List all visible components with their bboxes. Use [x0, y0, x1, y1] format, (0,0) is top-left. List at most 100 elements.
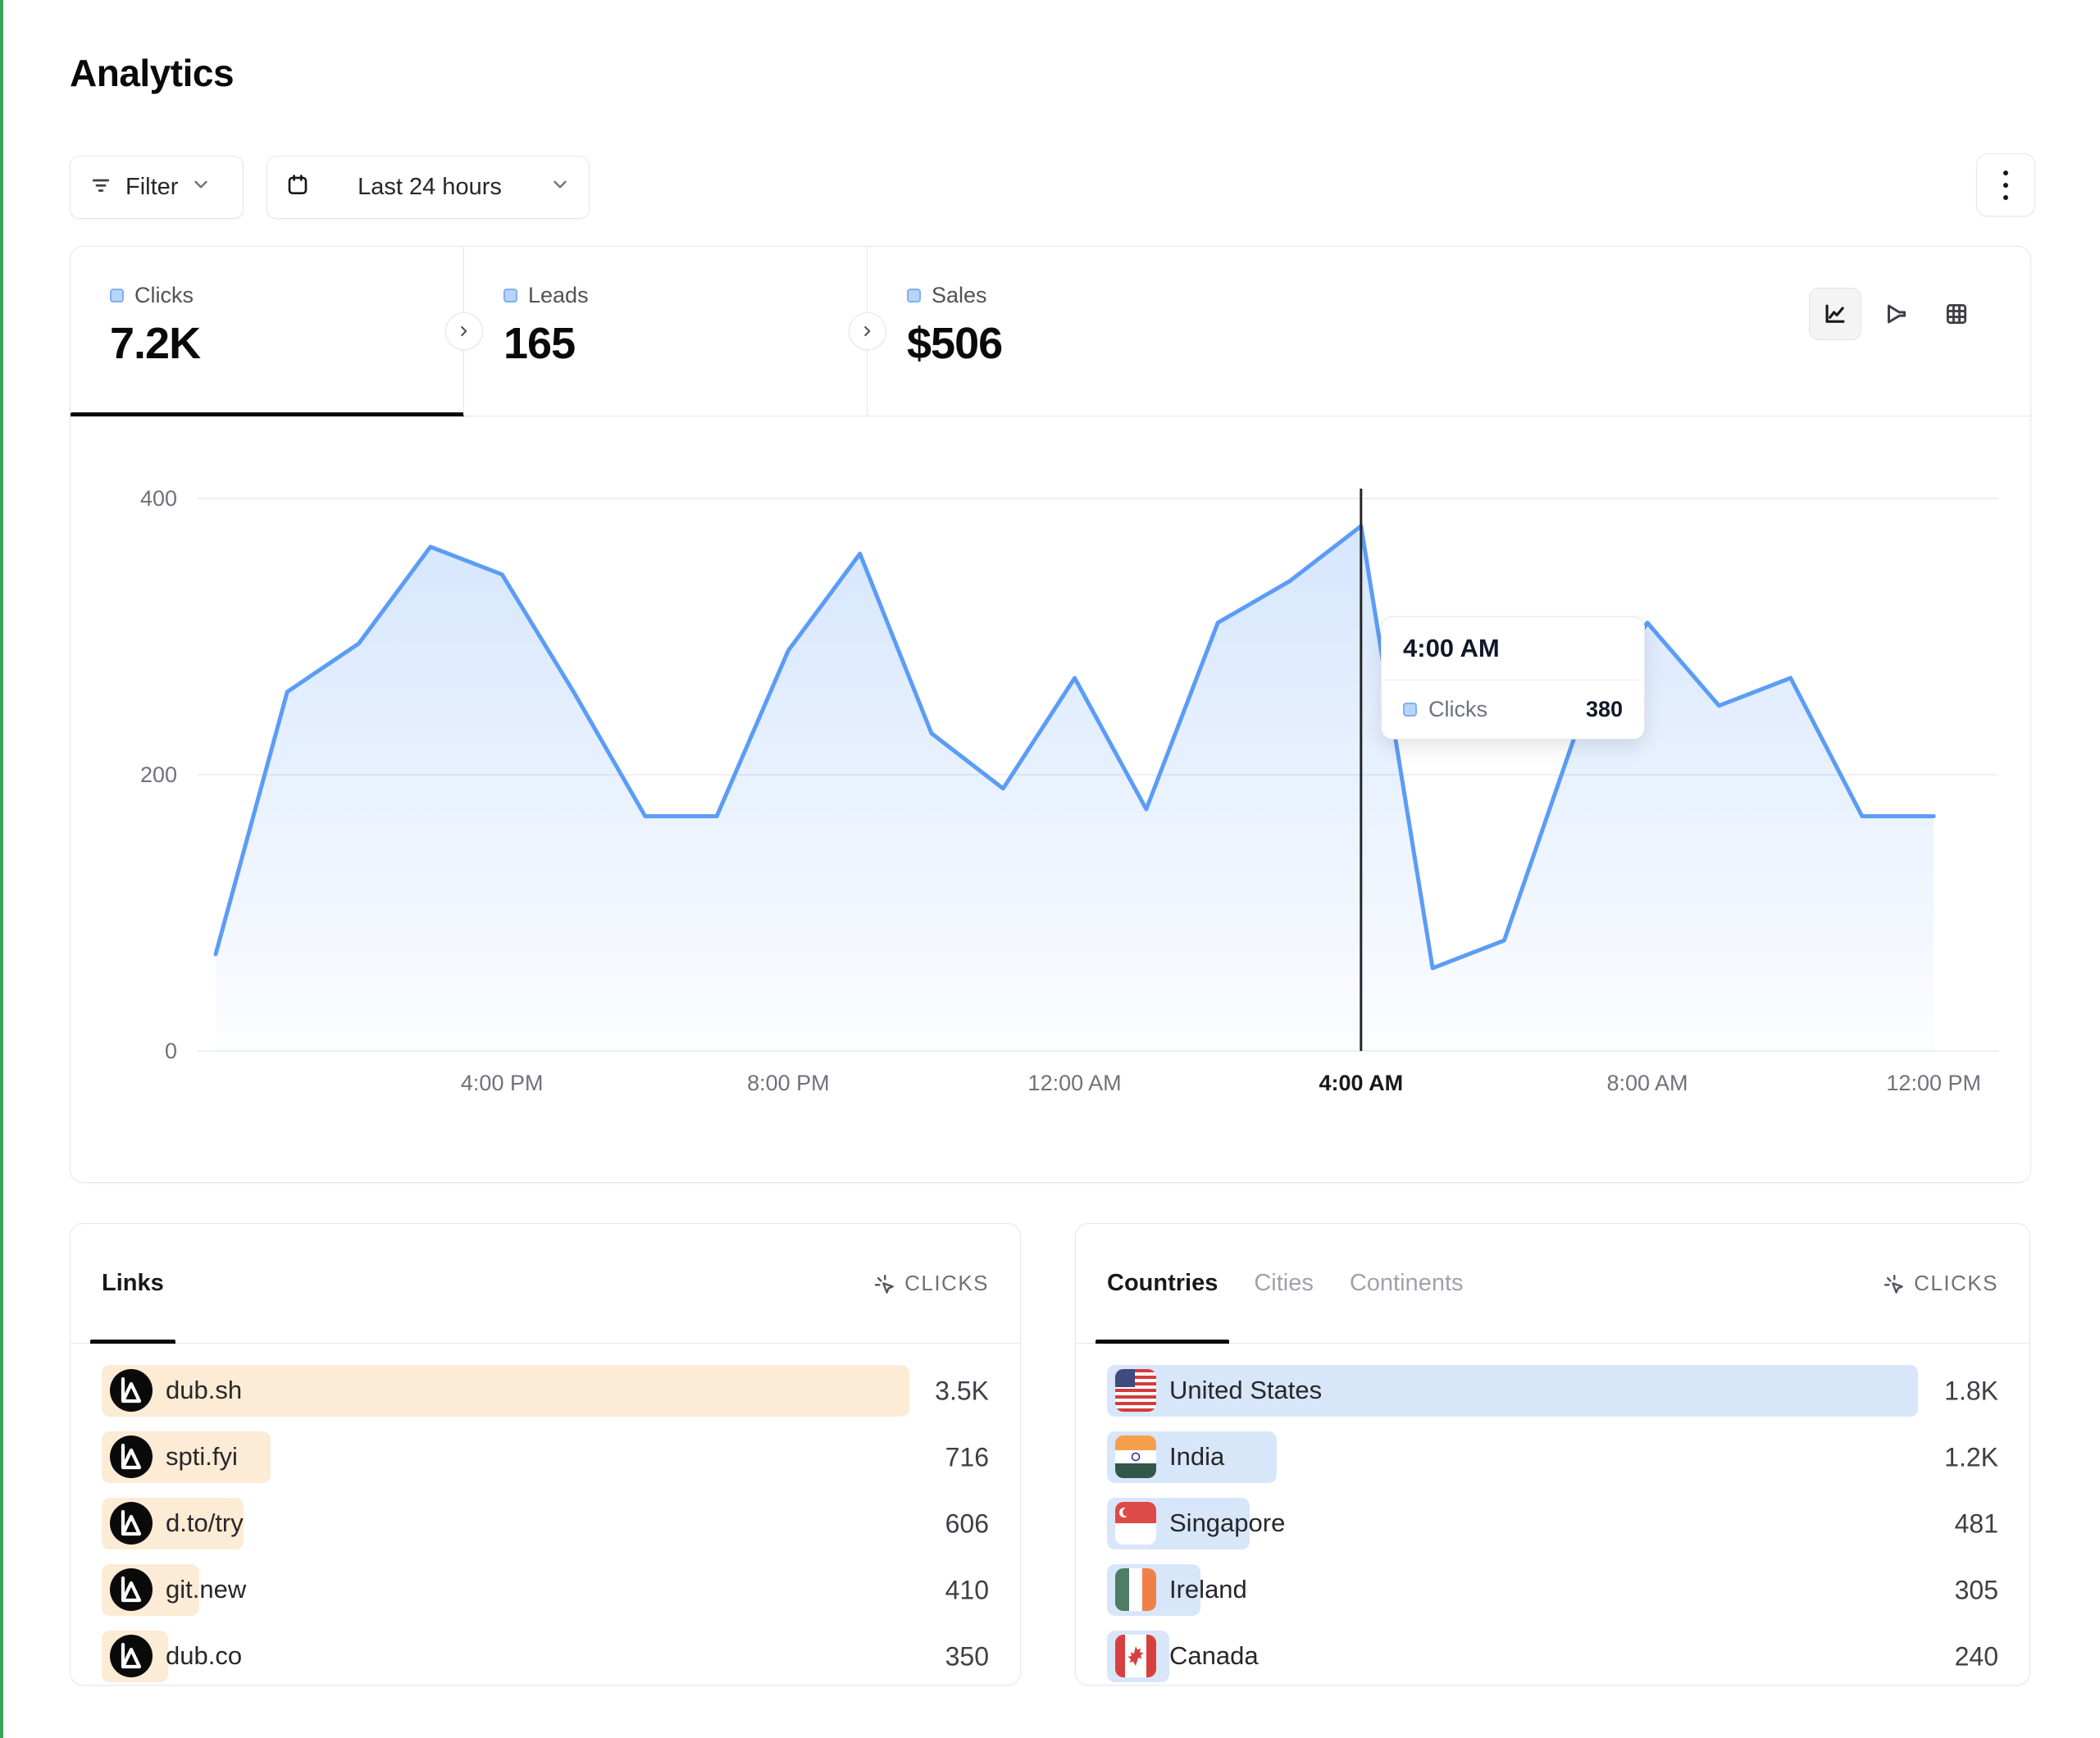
calendar-icon	[285, 172, 310, 203]
row-label: spti.fyi	[166, 1442, 238, 1471]
row-value: 1.2K	[1944, 1442, 1998, 1472]
line-chart-view-button[interactable]	[1809, 288, 1861, 340]
countries-panel: Countries Cities Continents CLICKS United …	[1075, 1223, 2030, 1686]
x-tick-12-00-AM: 12:00 AM	[1028, 1071, 1122, 1095]
links-metric-label: CLICKS	[904, 1271, 989, 1295]
chevron-right-icon	[461, 325, 467, 337]
country-row-canada[interactable]: Canada 240	[1107, 1631, 1998, 1682]
row-label: d.to/try	[166, 1508, 244, 1537]
row-value: 3.5K	[935, 1376, 989, 1405]
more-options-button[interactable]	[1976, 153, 2035, 216]
link-row-dub-co[interactable]: dub.co 350	[102, 1631, 989, 1682]
chart-view-toggle	[1809, 288, 1983, 340]
clicks-line	[213, 524, 1936, 971]
expand-leads-sales-button[interactable]	[849, 312, 886, 350]
y-tick-400: 400	[140, 486, 177, 511]
sg-flag-icon	[1115, 1502, 1156, 1545]
cursor-click-icon	[874, 1274, 894, 1294]
us-flag-icon	[1115, 1369, 1156, 1412]
row-value: 1.8K	[1944, 1376, 1998, 1405]
dub-logo-icon	[110, 1568, 153, 1611]
clicks-legend-icon	[1403, 703, 1417, 717]
country-row-ireland[interactable]: Ireland 305	[1107, 1564, 1998, 1616]
links-panel-header: Links CLICKS	[71, 1224, 1020, 1344]
link-row-spti-fyi[interactable]: spti.fyi 716	[102, 1431, 989, 1483]
link-row-git-new[interactable]: git.new 410	[102, 1564, 989, 1616]
countries-metric-label: CLICKS	[1914, 1271, 1998, 1295]
ca-flag-icon	[1115, 1635, 1156, 1677]
stat-tab-value: $506	[907, 319, 1003, 368]
row-label: Singapore	[1169, 1508, 1286, 1537]
country-row-singapore[interactable]: Singapore 481	[1107, 1498, 1998, 1549]
stat-tab-sales[interactable]: Sales $506	[868, 247, 1294, 416]
row-bar	[1107, 1365, 1919, 1417]
leads-legend-icon	[503, 289, 517, 303]
row-value: 716	[945, 1442, 989, 1472]
dub-logo-icon	[110, 1635, 153, 1677]
chevron-down-icon	[190, 174, 212, 202]
country-row-india[interactable]: India 1.2K	[1107, 1431, 1998, 1483]
row-label: India	[1169, 1442, 1225, 1471]
countries-rows: United States 1.8K India 1.2K Singapore 481 Ir…	[1076, 1344, 2029, 1682]
x-tick-4-00-PM: 4:00 PM	[461, 1071, 544, 1095]
left-edge-stripe	[0, 0, 3, 1738]
row-label: dub.sh	[166, 1376, 243, 1404]
filter-icon	[89, 172, 113, 203]
date-range-label: Last 24 hours	[358, 174, 502, 200]
links-metric-selector[interactable]: CLICKS	[872, 1271, 989, 1296]
stat-tab-leads[interactable]: Leads 165	[464, 247, 868, 416]
filter-button-label: Filter	[125, 174, 179, 200]
row-value: 240	[1954, 1641, 1998, 1671]
line-chart-icon	[1825, 304, 1845, 323]
clicks-area-chart[interactable]: 0 200 400 4:00 PM 8:00 PM 12:00 AM 4:00 AM 8:00…	[71, 416, 2032, 1184]
funnel-view-button[interactable]	[1870, 288, 1922, 340]
sales-legend-icon	[907, 289, 921, 303]
row-bar	[102, 1365, 909, 1417]
link-row-d-to-try[interactable]: d.to/try 606	[102, 1498, 989, 1549]
row-label: Canada	[1169, 1641, 1259, 1670]
row-value: 410	[945, 1575, 989, 1604]
analytics-card: Clicks 7.2K Leads 165 Sales $506 0 200 400 4:00 …	[70, 246, 2031, 1183]
chart-tooltip: 4:00 AM Clicks 380	[1381, 616, 1645, 739]
countries-metric-selector[interactable]: CLICKS	[1881, 1271, 1998, 1296]
cursor-click-icon	[1884, 1274, 1903, 1294]
table-view-button[interactable]	[1930, 288, 1983, 340]
x-tick-12-00-PM: 12:00 PM	[1886, 1071, 1981, 1095]
tab-continents[interactable]: Continents	[1349, 1270, 1464, 1296]
page-title: Analytics	[70, 52, 235, 94]
filter-button[interactable]: Filter	[70, 156, 244, 219]
date-range-button[interactable]: Last 24 hours	[266, 156, 590, 219]
tooltip-value: 380	[1585, 697, 1623, 721]
tab-cities[interactable]: Cities	[1254, 1270, 1314, 1296]
links-rows: dub.sh 3.5K spti.fyi 716 d.to/try 606 git.new 4…	[71, 1344, 1020, 1682]
x-tick-4-00-AM: 4:00 AM	[1319, 1071, 1404, 1095]
countries-panel-header: Countries Cities Continents CLICKS	[1076, 1224, 2029, 1344]
x-tick-8-00-PM: 8:00 PM	[747, 1071, 830, 1095]
funnel-icon	[1888, 304, 1906, 324]
country-row-united-states[interactable]: United States 1.8K	[1107, 1365, 1998, 1417]
row-label: Ireland	[1169, 1575, 1247, 1604]
area-fill	[216, 525, 1934, 1051]
tab-countries[interactable]: Countries	[1095, 1224, 1230, 1344]
row-value: 481	[1954, 1508, 1998, 1538]
row-label: dub.co	[166, 1641, 243, 1670]
x-tick-8-00-AM: 8:00 AM	[1606, 1071, 1688, 1095]
dub-logo-icon	[110, 1369, 153, 1412]
stat-tab-label: Leads	[528, 283, 589, 307]
stat-tab-clicks[interactable]: Clicks 7.2K	[71, 247, 464, 416]
stat-tab-value: 7.2K	[110, 319, 201, 368]
stat-tab-label: Clicks	[134, 283, 194, 307]
expand-clicks-leads-button[interactable]	[445, 312, 483, 350]
in-flag-icon	[1115, 1435, 1156, 1478]
row-label: United States	[1169, 1376, 1323, 1404]
stat-tab-value: 165	[503, 319, 576, 368]
tooltip-time: 4:00 AM	[1382, 617, 1644, 680]
tab-links[interactable]: Links	[90, 1224, 175, 1344]
dub-logo-icon	[110, 1502, 153, 1545]
link-row-dub-sh[interactable]: dub.sh 3.5K	[102, 1365, 989, 1417]
dub-logo-icon	[110, 1435, 153, 1478]
tooltip-series-label: Clicks	[1428, 697, 1487, 721]
stats-tabs: Clicks 7.2K Leads 165 Sales $506	[71, 247, 2030, 416]
row-value: 606	[945, 1508, 989, 1538]
